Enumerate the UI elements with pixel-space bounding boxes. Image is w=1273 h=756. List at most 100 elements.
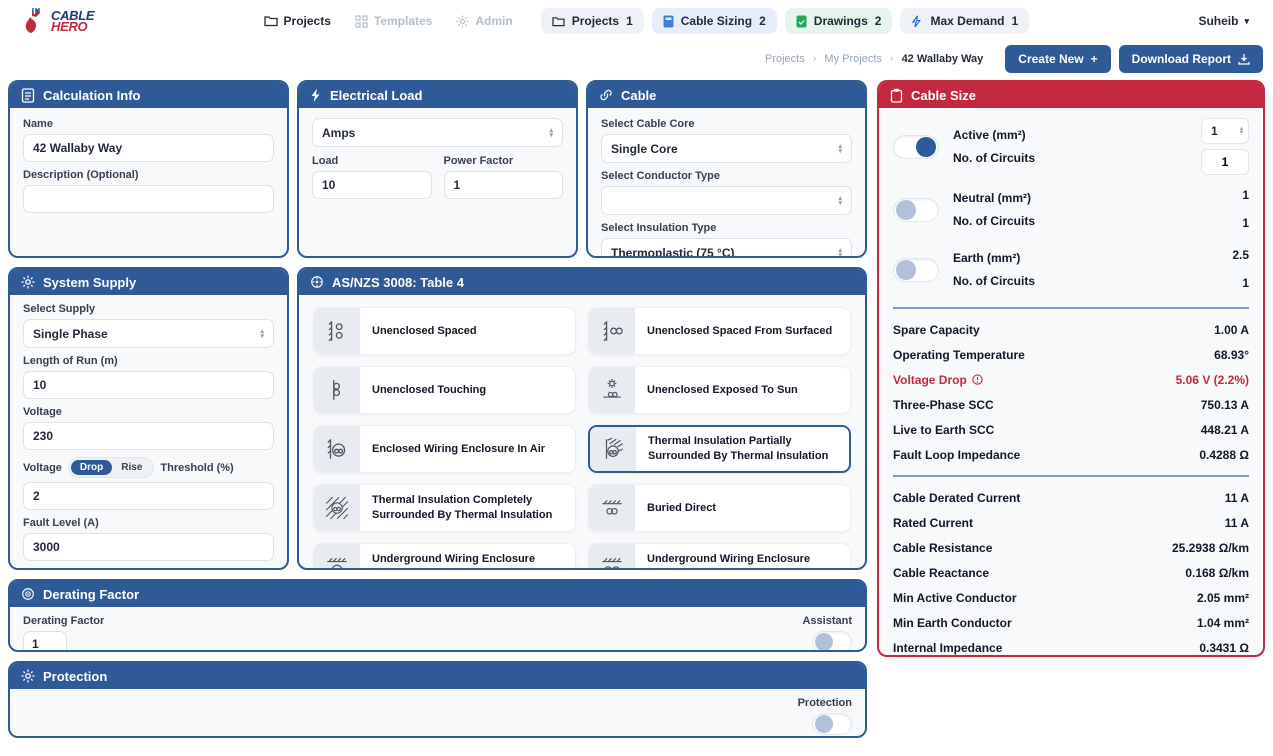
grid-icon: [355, 14, 368, 28]
calculator-icon: [663, 15, 674, 27]
cable-core-label: Select Cable Core: [601, 118, 695, 130]
select-arrows-icon: ▴ ▾: [838, 246, 842, 258]
nav-admin[interactable]: Admin: [456, 14, 513, 28]
name-label: Name: [23, 118, 53, 130]
install-option-thermal-insulation-partial[interactable]: Thermal Insulation Partially Surrounded …: [588, 425, 851, 473]
cablehero-logo[interactable]: CABLE HERO: [24, 8, 95, 34]
result-row: Min Active Conductor 2.05 mm²: [893, 590, 1249, 605]
install-option-unenclosed-spaced[interactable]: Unenclosed Spaced: [313, 307, 576, 355]
fault-level-label: Fault Level (A): [23, 517, 99, 529]
crumb-projects[interactable]: Projects: [765, 53, 805, 65]
download-report-button[interactable]: Download Report: [1118, 45, 1263, 73]
electrical-load-header: Electrical Load: [299, 82, 576, 108]
load-unit-select[interactable]: Amps ▴ ▾: [312, 118, 563, 147]
power-factor-label: Power Factor: [443, 155, 514, 167]
active-circuits-input[interactable]: [1201, 149, 1249, 175]
breadcrumb-bar: Projects › My Projects › 42 Wallaby Way …: [0, 42, 1273, 76]
conductor-type-select[interactable]: ▴ ▾: [601, 186, 852, 215]
cable-core-select[interactable]: Single Core ▴ ▾: [601, 134, 852, 163]
chip-projects[interactable]: Projects 1: [540, 8, 644, 34]
thermal-insulation-partial-icon: [605, 437, 624, 459]
chip-drawings[interactable]: Drawings 2: [784, 8, 893, 34]
description-input[interactable]: [23, 185, 274, 213]
threshold-input[interactable]: [23, 482, 274, 510]
supply-select[interactable]: Single Phase ▴ ▾: [23, 319, 274, 348]
underground-enclosure-combined-icon: [327, 557, 347, 568]
insulation-type-select[interactable]: Thermoplastic (75 °C) ▴ ▾: [601, 238, 852, 258]
fault-level-input[interactable]: [23, 533, 274, 561]
derating-factor-panel: Derating Factor Derating Factor Assistan…: [8, 579, 867, 652]
neutral-label: Neutral (mm²): [953, 190, 1032, 205]
underground-enclosure-separated-icon: [602, 557, 622, 568]
cable-size-header: Cable Size: [879, 82, 1263, 108]
table4-panel: AS/NZS 3008: Table 4 Unenclosed Spaced U…: [297, 267, 867, 570]
brand-line2: HERO: [51, 19, 88, 34]
top-navbar: CABLE HERO Projects Templates Admin Proj…: [0, 0, 1273, 42]
crumb-my-projects[interactable]: My Projects: [824, 53, 882, 65]
install-option-unenclosed-spaced-from-surface[interactable]: Unenclosed Spaced From Surfaced: [588, 307, 851, 355]
neutral-toggle[interactable]: [893, 197, 939, 222]
voltage-input[interactable]: [23, 422, 274, 450]
install-option-buried-direct[interactable]: Buried Direct: [588, 484, 851, 532]
rise-option[interactable]: Rise: [121, 462, 143, 473]
breadcrumb: Projects › My Projects › 42 Wallaby Way: [765, 53, 983, 65]
nav-projects[interactable]: Projects: [263, 14, 331, 28]
drop-rise-toggle: Drop Rise: [67, 457, 155, 478]
earth-size-value: 2.5: [1232, 248, 1249, 262]
name-input[interactable]: [23, 134, 274, 162]
create-new-button[interactable]: Create New +: [1005, 45, 1111, 73]
link-icon: [600, 89, 612, 101]
chip-max-demand[interactable]: Max Demand 1: [900, 8, 1030, 34]
wheel-icon: [311, 276, 323, 288]
load-input[interactable]: [312, 171, 432, 199]
protection-toggle-label: Protection: [797, 697, 852, 709]
active-toggle[interactable]: [893, 134, 939, 159]
assistant-toggle[interactable]: [812, 631, 852, 650]
select-arrows-icon: ▴ ▾: [1239, 126, 1243, 136]
breadcrumb-separator: ›: [889, 53, 894, 65]
active-size-select[interactable]: 1 ▴ ▾: [1201, 118, 1249, 144]
install-option-underground-enclosure-separated[interactable]: Underground Wiring Enclosure Separated: [588, 543, 851, 568]
main-content: Calculation Info Name Description (Optio…: [0, 76, 1273, 738]
install-option-unenclosed-exposed-to-sun[interactable]: Unenclosed Exposed To Sun: [588, 366, 851, 414]
chip-count: 2: [759, 14, 766, 28]
info-icon[interactable]: [972, 374, 983, 385]
unenclosed-exposed-to-sun-icon: [603, 378, 621, 398]
result-row: Fault Loop Impedance 0.4288 Ω: [893, 447, 1249, 462]
install-option-underground-enclosure-combined[interactable]: Underground Wiring Enclosure Combined: [313, 543, 576, 568]
user-menu[interactable]: Suheib ▾: [1198, 14, 1249, 28]
active-label: Active (mm²): [953, 127, 1026, 142]
plus-icon: +: [1090, 52, 1098, 66]
earth-circuits-value: 1: [1242, 276, 1249, 290]
power-factor-input[interactable]: [443, 171, 563, 199]
result-row: Internal Impedance 0.3431 Ω: [893, 640, 1249, 655]
result-row: Rated Current 11 A: [893, 515, 1249, 530]
install-option-enclosed-wiring-enclosure-in-air[interactable]: Enclosed Wiring Enclosure In Air: [313, 425, 576, 473]
folder-icon: [263, 16, 278, 27]
install-option-unenclosed-touching[interactable]: Unenclosed Touching: [313, 366, 576, 414]
neutral-size-value: 1: [1242, 188, 1249, 202]
unenclosed-spaced-from-surface-icon: [603, 321, 623, 342]
earth-toggle[interactable]: [893, 257, 939, 282]
crumb-current: 42 Wallaby Way: [901, 53, 984, 65]
length-of-run-input[interactable]: [23, 371, 274, 399]
derating-factor-input[interactable]: [23, 631, 67, 650]
neutral-circuits-label: No. of Circuits: [953, 213, 1036, 228]
calculation-info-header: Calculation Info: [10, 82, 287, 108]
chip-cable-sizing[interactable]: Cable Sizing 2: [651, 8, 777, 34]
main-nav: Projects Templates Admin: [263, 14, 513, 28]
select-arrows-icon: ▴ ▾: [838, 142, 842, 155]
neutral-circuits-value: 1: [1242, 216, 1249, 230]
lightning-icon: [912, 14, 922, 27]
drop-option[interactable]: Drop: [70, 460, 113, 475]
protection-toggle[interactable]: [812, 713, 852, 735]
cable-header: Cable: [588, 82, 865, 108]
result-row: Operating Temperature 68.93°: [893, 347, 1249, 362]
load-label: Load: [312, 155, 339, 167]
stat-chips: Projects 1 Cable Sizing 2 Drawings 2 Max De…: [540, 8, 1030, 34]
nav-templates[interactable]: Templates: [355, 14, 432, 28]
result-row: Spare Capacity 1.00 A: [893, 322, 1249, 337]
install-option-thermal-insulation-complete[interactable]: Thermal Insulation Completely Surrounded…: [313, 484, 576, 532]
system-supply-panel: System Supply Select Supply Single Phase…: [8, 267, 289, 570]
select-arrows-icon: ▴ ▾: [838, 194, 842, 207]
